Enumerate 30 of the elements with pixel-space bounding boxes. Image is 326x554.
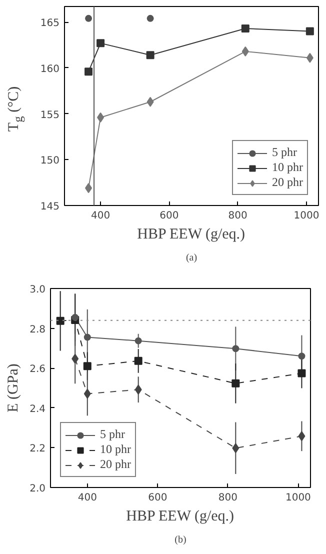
y-axis-title: E (GPa) bbox=[6, 364, 22, 412]
y-tick-label: 150 bbox=[40, 156, 60, 167]
x-tick-label: 600 bbox=[160, 210, 179, 222]
text: (b) bbox=[174, 534, 186, 546]
y-tick-label: 3.0 bbox=[30, 284, 46, 296]
x-tick-label: 800 bbox=[228, 210, 248, 222]
legend-label: 10 phr bbox=[100, 442, 131, 457]
legend-label: 20 phr bbox=[100, 457, 131, 472]
y-tick-label: 2.2 bbox=[30, 444, 46, 455]
legend-label: 20 phr bbox=[272, 175, 303, 190]
legend-label: 10 phr bbox=[272, 160, 303, 175]
x-tick-label: 400 bbox=[78, 492, 97, 504]
y-tick-label: 155 bbox=[40, 110, 60, 121]
y-tick-label: 2.8 bbox=[30, 324, 46, 336]
legend-label: 5 phr bbox=[272, 145, 297, 160]
y-tick-label: 145 bbox=[40, 202, 60, 212]
y-tick-label: 165 bbox=[40, 18, 60, 30]
y-tick-label: 2.4 bbox=[30, 404, 46, 415]
x-tick-label: 1000 bbox=[294, 210, 320, 222]
y-tick-label: 160 bbox=[40, 64, 60, 75]
x-tick-label: 1000 bbox=[285, 492, 311, 504]
x-tick-label: 800 bbox=[218, 492, 238, 504]
x-tick-label: 400 bbox=[90, 210, 110, 222]
y-tick-label: 2.6 bbox=[30, 364, 46, 376]
text: (a) bbox=[186, 252, 198, 264]
x-axis-title: HBP EEW (g/eq.) bbox=[137, 226, 246, 242]
x-axis-title: HBP EEW (g/eq.) bbox=[126, 508, 234, 524]
legend-label: 5 phr bbox=[100, 427, 125, 442]
y-tick-label: 2.0 bbox=[30, 484, 46, 494]
x-tick-label: 600 bbox=[148, 492, 168, 504]
